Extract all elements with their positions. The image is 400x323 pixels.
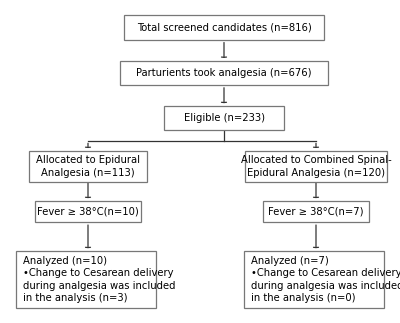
FancyBboxPatch shape [29, 151, 147, 182]
Text: Analyzed (n=10)
•Change to Cesarean delivery
during analgesia was included
in th: Analyzed (n=10) •Change to Cesarean deli… [23, 256, 176, 303]
Text: Allocated to Combined Spinal-
Epidural Analgesia (n=120): Allocated to Combined Spinal- Epidural A… [241, 155, 391, 178]
Text: Total screened candidates (n=816): Total screened candidates (n=816) [137, 23, 311, 32]
Text: Fever ≥ 38°C(n=10): Fever ≥ 38°C(n=10) [37, 207, 139, 216]
FancyBboxPatch shape [120, 61, 328, 85]
FancyBboxPatch shape [244, 251, 384, 307]
Text: Allocated to Epidural
Analgesia (n=113): Allocated to Epidural Analgesia (n=113) [36, 155, 140, 178]
FancyBboxPatch shape [16, 251, 156, 307]
FancyBboxPatch shape [245, 151, 387, 182]
FancyBboxPatch shape [35, 201, 141, 222]
FancyBboxPatch shape [263, 201, 369, 222]
Text: Analyzed (n=7)
•Change to Cesarean delivery
during analgesia was included
in the: Analyzed (n=7) •Change to Cesarean deliv… [251, 256, 400, 303]
FancyBboxPatch shape [164, 106, 284, 130]
Text: Eligible (n=233): Eligible (n=233) [184, 113, 264, 123]
Text: Parturients took analgesia (n=676): Parturients took analgesia (n=676) [136, 68, 312, 78]
Text: Fever ≥ 38°C(n=7): Fever ≥ 38°C(n=7) [268, 207, 364, 216]
FancyBboxPatch shape [124, 15, 324, 39]
